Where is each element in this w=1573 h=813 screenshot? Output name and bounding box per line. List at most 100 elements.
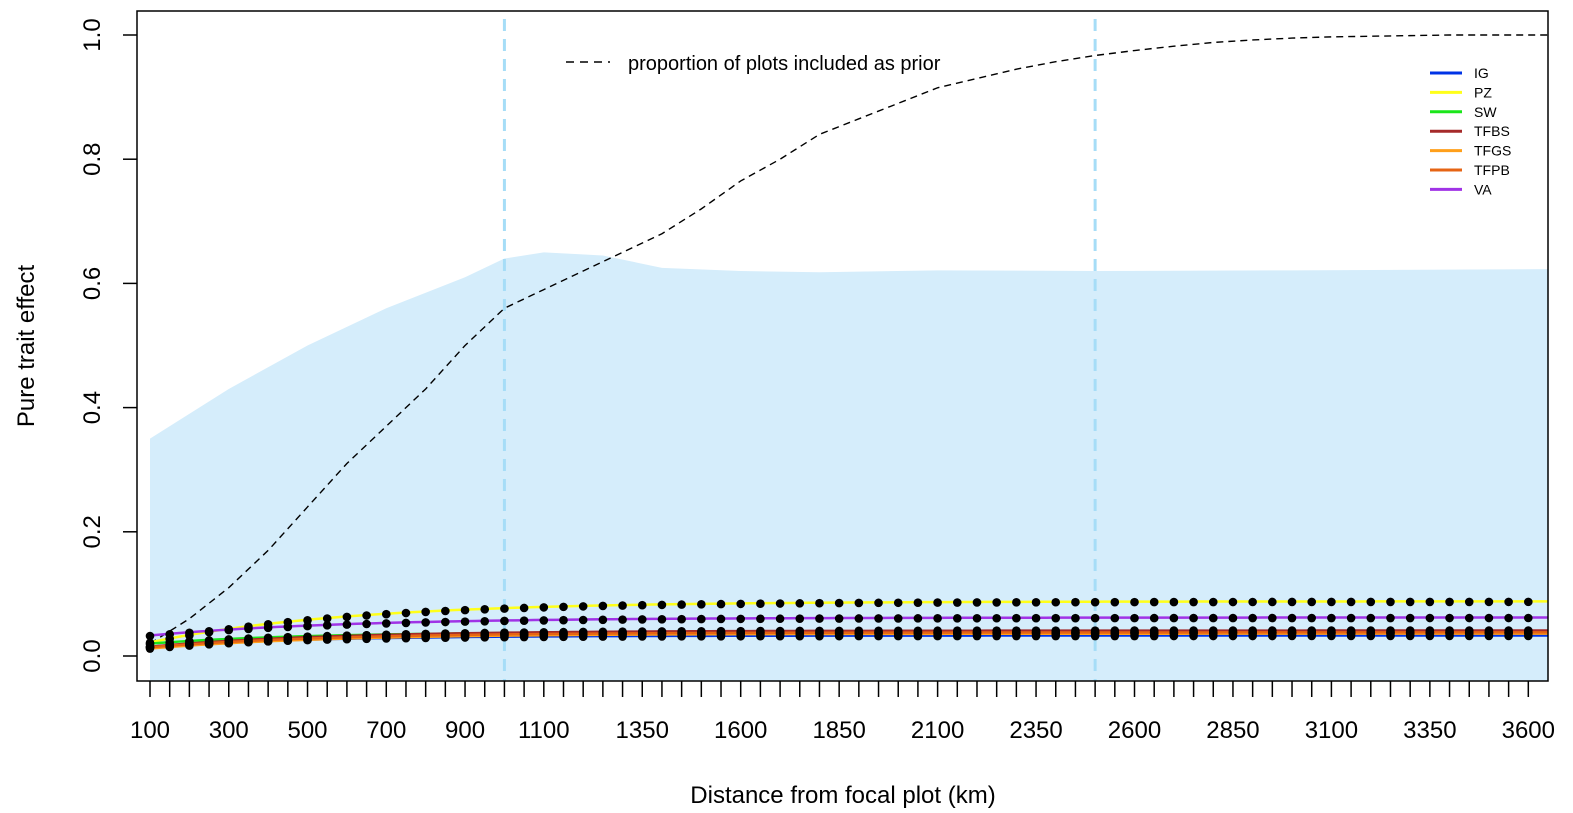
x-tick-label: 3100 — [1305, 717, 1358, 744]
prior-curve-line — [149, 34, 1548, 645]
data-point-va — [1346, 613, 1356, 623]
x-tick-label: 700 — [366, 717, 406, 744]
data-point-tfpb — [677, 628, 686, 638]
data-point-tfpb — [618, 629, 627, 638]
data-point-tfpb — [283, 634, 293, 644]
data-point-tfpb — [1405, 628, 1415, 637]
x-tick-label: 100 — [130, 717, 170, 744]
data-point-tfpb — [421, 631, 430, 640]
data-point-va — [716, 614, 726, 624]
data-point-va — [578, 615, 588, 625]
data-point-pz — [1130, 597, 1139, 607]
data-point-va — [598, 615, 608, 625]
x-tick-label: 2600 — [1108, 717, 1161, 744]
data-point-va — [893, 614, 903, 623]
data-point-tfpb — [1504, 628, 1513, 637]
y-tick-label: 0.0 — [79, 639, 106, 672]
y-tick-label: 0.4 — [79, 391, 106, 424]
data-point-pz — [736, 599, 746, 609]
data-point-pz — [1504, 597, 1513, 607]
data-point-tfpb — [1012, 628, 1021, 637]
data-point-pz — [460, 605, 470, 615]
data-point-pz — [1524, 597, 1533, 607]
data-point-va — [1169, 613, 1179, 623]
data-point-tfpb — [1464, 628, 1474, 637]
data-point-va — [1208, 613, 1218, 623]
data-point-va — [559, 615, 568, 625]
data-point-tfpb — [1268, 628, 1277, 637]
data-point-pz — [952, 598, 962, 607]
data-point-tfpb — [657, 628, 667, 638]
x-tick-label: 2850 — [1206, 717, 1259, 744]
data-point-pz — [1051, 597, 1061, 607]
data-point-pz — [322, 614, 332, 623]
data-point-va — [795, 614, 805, 623]
data-point-pz — [1071, 597, 1080, 607]
data-point-pz — [342, 612, 352, 622]
data-point-pz — [1031, 598, 1041, 607]
legend-label-tfgs: TFGS — [1474, 143, 1511, 159]
legend: IG PZ SW TFBS TFGS TFPB VA — [1430, 65, 1511, 197]
credible-band-layer — [150, 252, 1548, 681]
data-point-va — [381, 619, 391, 628]
x-tick-label: 500 — [287, 717, 327, 744]
data-point-va — [677, 614, 686, 624]
data-point-va — [933, 614, 942, 623]
data-point-tfpb — [1031, 628, 1041, 637]
data-point-tfpb — [952, 628, 962, 637]
data-point-tfpb — [854, 628, 864, 637]
data-point-tfpb — [185, 640, 194, 649]
data-point-va — [1149, 613, 1159, 623]
data-point-tfpb — [1090, 628, 1100, 637]
x-tick-label: 2100 — [911, 717, 964, 744]
data-point-va — [1287, 613, 1297, 623]
data-point-va — [224, 625, 234, 635]
credible-band — [150, 252, 1548, 681]
x-tick-label: 1600 — [714, 717, 767, 744]
data-point-va — [244, 624, 253, 634]
data-point-tfpb — [1346, 628, 1356, 637]
legend-label-sw: SW — [1474, 104, 1497, 120]
data-point-tfpb — [224, 637, 234, 647]
legend-label-pz: PZ — [1474, 84, 1492, 100]
data-point-pz — [913, 598, 923, 607]
data-point-va — [1130, 613, 1139, 623]
data-point-pz — [421, 607, 430, 617]
data-point-va — [1228, 613, 1238, 623]
data-point-va — [775, 614, 785, 624]
data-point-pz — [854, 598, 864, 608]
data-point-va — [1366, 613, 1376, 623]
data-point-tfpb — [480, 630, 490, 639]
data-point-pz — [1012, 598, 1021, 607]
data-point-pz — [1228, 597, 1238, 607]
data-point-pz — [874, 598, 883, 608]
x-axis: 100 300 500 700 900 1100 1350 1600 1850 2100 2350 2… — [130, 681, 1555, 744]
data-point-va — [263, 623, 273, 633]
data-point-tfpb — [1524, 628, 1533, 637]
data-point-tfpb — [1327, 628, 1336, 637]
data-point-va — [637, 615, 647, 624]
data-point-va — [854, 614, 864, 623]
data-point-va — [362, 619, 371, 629]
data-point-pz — [1484, 597, 1494, 607]
data-point-va — [736, 614, 746, 624]
data-point-va — [834, 614, 844, 623]
data-point-va — [322, 621, 332, 630]
data-point-tfpb — [1307, 628, 1317, 637]
data-point-tfpb — [1445, 628, 1454, 637]
data-point-pz — [381, 609, 391, 619]
data-point-tfpb — [441, 630, 450, 640]
data-point-tfpb — [1425, 628, 1435, 637]
data-point-va — [1504, 613, 1513, 623]
x-tick-label: 1100 — [518, 717, 570, 744]
data-point-pz — [716, 599, 726, 609]
data-point-tfpb — [775, 628, 785, 638]
data-point-tfpb — [1484, 628, 1494, 637]
data-point-tfpb — [322, 633, 332, 643]
data-point-va — [500, 616, 509, 626]
data-point-pz — [1405, 597, 1415, 607]
data-point-pz — [1425, 597, 1435, 607]
data-point-tfpb — [756, 628, 765, 638]
data-point-va — [342, 620, 352, 629]
data-point-va — [1307, 613, 1317, 623]
